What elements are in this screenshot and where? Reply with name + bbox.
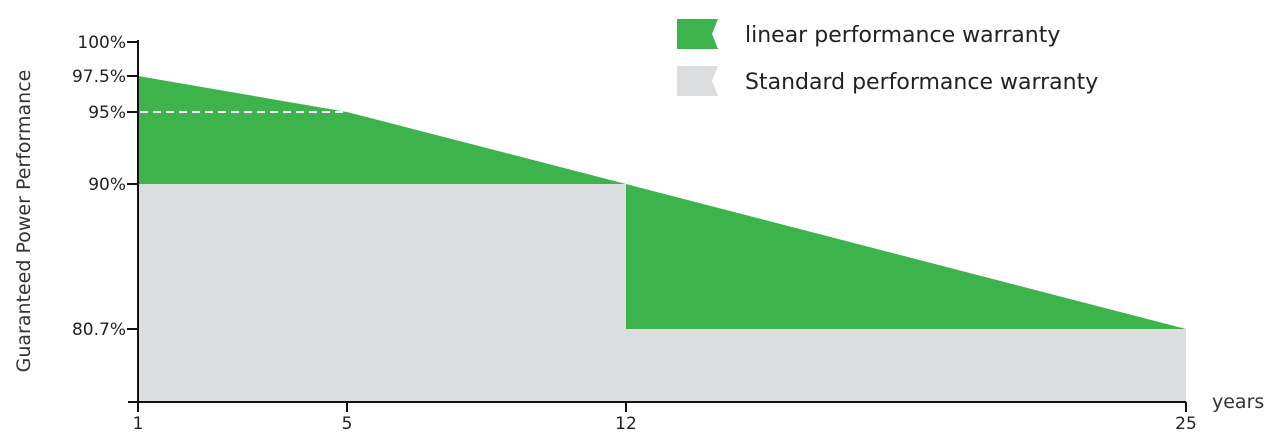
legend-swatch-2 — [677, 66, 718, 96]
y-tick-label: 95% — [88, 103, 126, 123]
legend-swatch-1 — [677, 19, 718, 49]
legend-label-2: Standard performance warranty — [745, 70, 1098, 95]
x-tick-label: 1 — [133, 414, 144, 432]
legend-label-1: linear performance warranty — [745, 23, 1060, 48]
x-axis-title: years — [1212, 391, 1264, 413]
y-tick-label: 80.7% — [72, 320, 126, 340]
standard-warranty-step-2 — [626, 329, 1186, 401]
plot-area — [138, 76, 1186, 401]
standard-warranty-step-1 — [138, 184, 626, 401]
x-tick-label: 12 — [615, 414, 637, 432]
y-tick-label: 97.5% — [72, 67, 126, 87]
legend: linear performance warranty Standard perf… — [677, 19, 1098, 96]
ticks: 100% 97.5% 95% 90% 80.7% 1 5 12 25 — [72, 33, 1197, 432]
x-tick-label: 5 — [342, 414, 353, 432]
y-tick-label: 100% — [77, 33, 126, 53]
y-axis-title: Guaranteed Power Performance — [13, 70, 35, 373]
y-tick-label: 90% — [88, 175, 126, 195]
x-tick-label: 25 — [1175, 414, 1197, 432]
axes — [128, 40, 1186, 403]
